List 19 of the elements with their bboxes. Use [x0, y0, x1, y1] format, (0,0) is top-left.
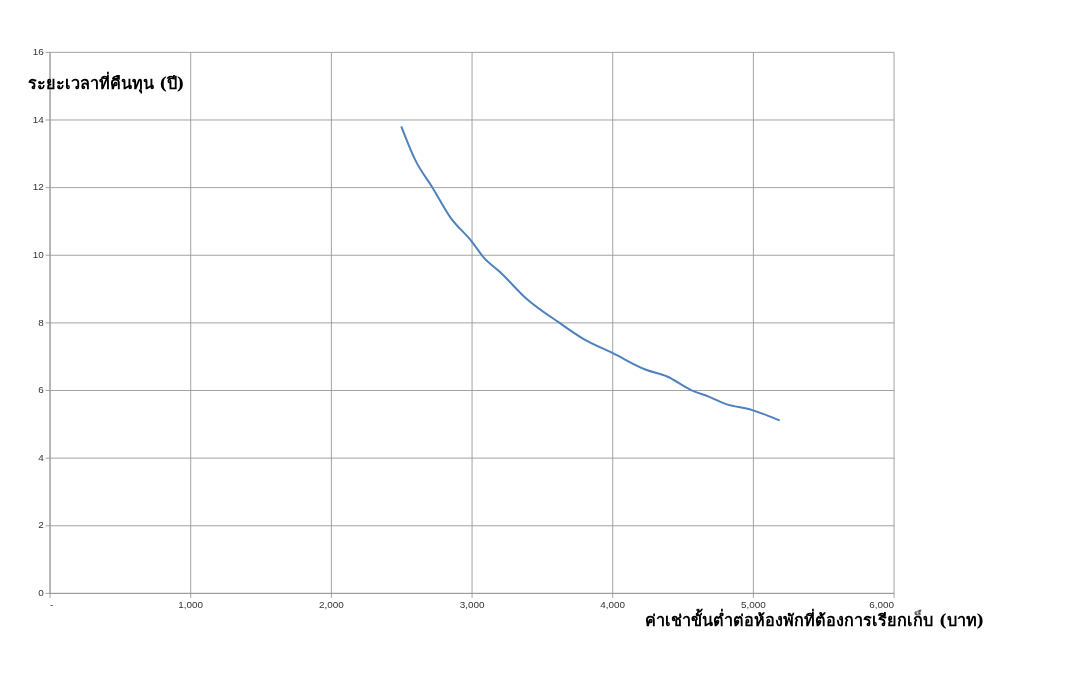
x-tick-label: 6,000: [869, 598, 895, 610]
y-tick-label: 2: [38, 519, 45, 531]
y-tick-label: 16: [32, 46, 45, 58]
x-tick-label: 2,000: [318, 598, 345, 610]
x-tick-label: 3,000: [459, 598, 485, 610]
x-tick-label: -: [50, 598, 54, 610]
x-tick-label: 4,000: [600, 598, 626, 610]
y-tick-label: 14: [32, 113, 45, 125]
y-tick-label: 8: [38, 316, 45, 328]
y-axis-title: ระยะเวลาที่คืนทุน (ปี): [27, 70, 185, 94]
line-series: [400, 125, 781, 422]
y-tick-label: 4: [38, 451, 45, 463]
y-tick-label: 10: [32, 248, 45, 260]
y-tick-label: 12: [32, 181, 45, 193]
y-tick-label: 0: [38, 587, 45, 599]
x-axis-title: ค่าเช่าขั้นต่ำต่อห้องพักที่ต้องการเรียกเก็บ (บาท): [645, 607, 985, 630]
x-tick-label: 1,000: [178, 598, 204, 610]
x-tick-label: 5,000: [741, 598, 767, 610]
y-tick-label: 6: [38, 384, 45, 396]
